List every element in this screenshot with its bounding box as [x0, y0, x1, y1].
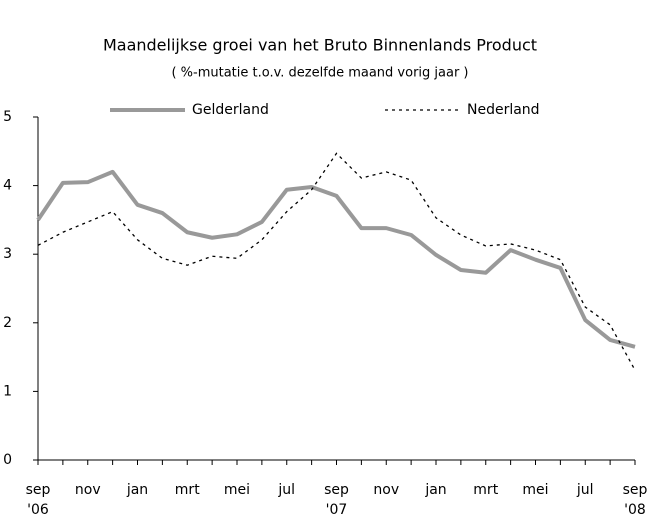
x-year-label: '07: [326, 502, 348, 518]
x-tick-label: mrt: [175, 482, 200, 498]
line-gelderland: [36, 169, 636, 349]
x-tick-label: sep: [324, 482, 349, 498]
x-tick-label: mrt: [473, 482, 498, 498]
x-tick-label: jul: [277, 482, 295, 498]
x-tick-label: mei: [224, 482, 250, 498]
x-tick-label: nov: [373, 482, 399, 498]
x-tick-label: nov: [75, 482, 101, 498]
y-tick-label: 5: [3, 109, 12, 125]
legend-label: Gelderland: [192, 102, 269, 118]
y-tick-label: 2: [3, 315, 12, 331]
chart-subtitle: ( %-mutatie t.o.v. dezelfde maand vorig …: [171, 66, 468, 81]
chart-title: Maandelijkse groei van het Bruto Binnenl…: [103, 36, 537, 55]
x-tick-label: sep: [623, 482, 648, 498]
y-tick-label: 3: [3, 246, 12, 262]
x-tick-label: jul: [576, 482, 594, 498]
y-tick-label: 4: [3, 178, 12, 194]
x-tick-label: jan: [126, 482, 148, 498]
y-tick-label: 0: [3, 452, 12, 468]
x-tick-label: mei: [522, 482, 548, 498]
x-tick-label: sep: [26, 482, 51, 498]
y-tick-label: 1: [3, 383, 12, 399]
x-year-label: '08: [624, 502, 646, 518]
x-tick-label: jan: [424, 482, 446, 498]
x-year-label: '06: [27, 502, 49, 518]
legend-label: Nederland: [467, 102, 540, 118]
line-nederland: [37, 152, 636, 371]
